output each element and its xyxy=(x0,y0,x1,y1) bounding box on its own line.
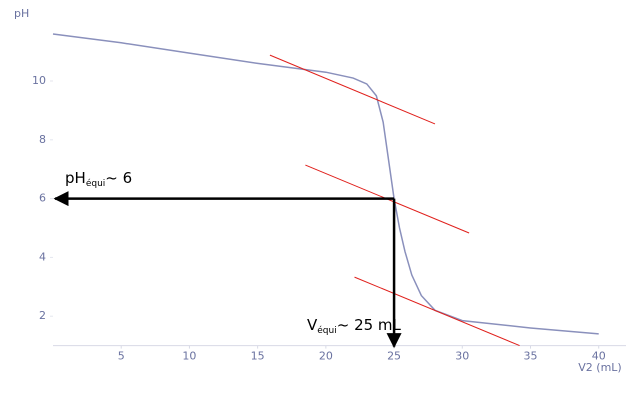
x-tick-label: 15 xyxy=(251,350,265,363)
y-tick-label: 2 xyxy=(39,309,46,322)
y-tick-label: 8 xyxy=(39,133,46,146)
y-tick-label: 6 xyxy=(39,192,46,205)
x-tick-label: 20 xyxy=(319,350,333,363)
ph-annotation: pHéqui~ 6 xyxy=(65,169,132,189)
x-tick-label: 30 xyxy=(455,350,469,363)
annotation-main: V xyxy=(307,316,318,334)
y-tick-label: 10 xyxy=(32,74,46,87)
annotation-sub: équi xyxy=(317,325,336,336)
x-tick-label: 10 xyxy=(182,350,196,363)
tangent-line xyxy=(269,54,436,125)
x-tick-label: 35 xyxy=(524,350,538,363)
x-axis-label: V2 (mL) xyxy=(578,361,621,374)
tangent-line xyxy=(354,276,520,347)
annotation-rest: ~ 25 mL xyxy=(337,316,402,334)
y-tick-label: 4 xyxy=(39,250,46,263)
v-annotation: Véqui~ 25 mL xyxy=(307,316,402,336)
x-tick-label: 5 xyxy=(118,350,125,363)
annotation-sub: équi xyxy=(86,178,105,189)
x-tick-label: 40 xyxy=(592,350,606,363)
y-axis-label: pH xyxy=(14,7,29,20)
x-tick-label: 25 xyxy=(387,350,401,363)
annotation-rest: ~ 6 xyxy=(105,169,132,187)
annotation-main: pH xyxy=(65,169,86,187)
